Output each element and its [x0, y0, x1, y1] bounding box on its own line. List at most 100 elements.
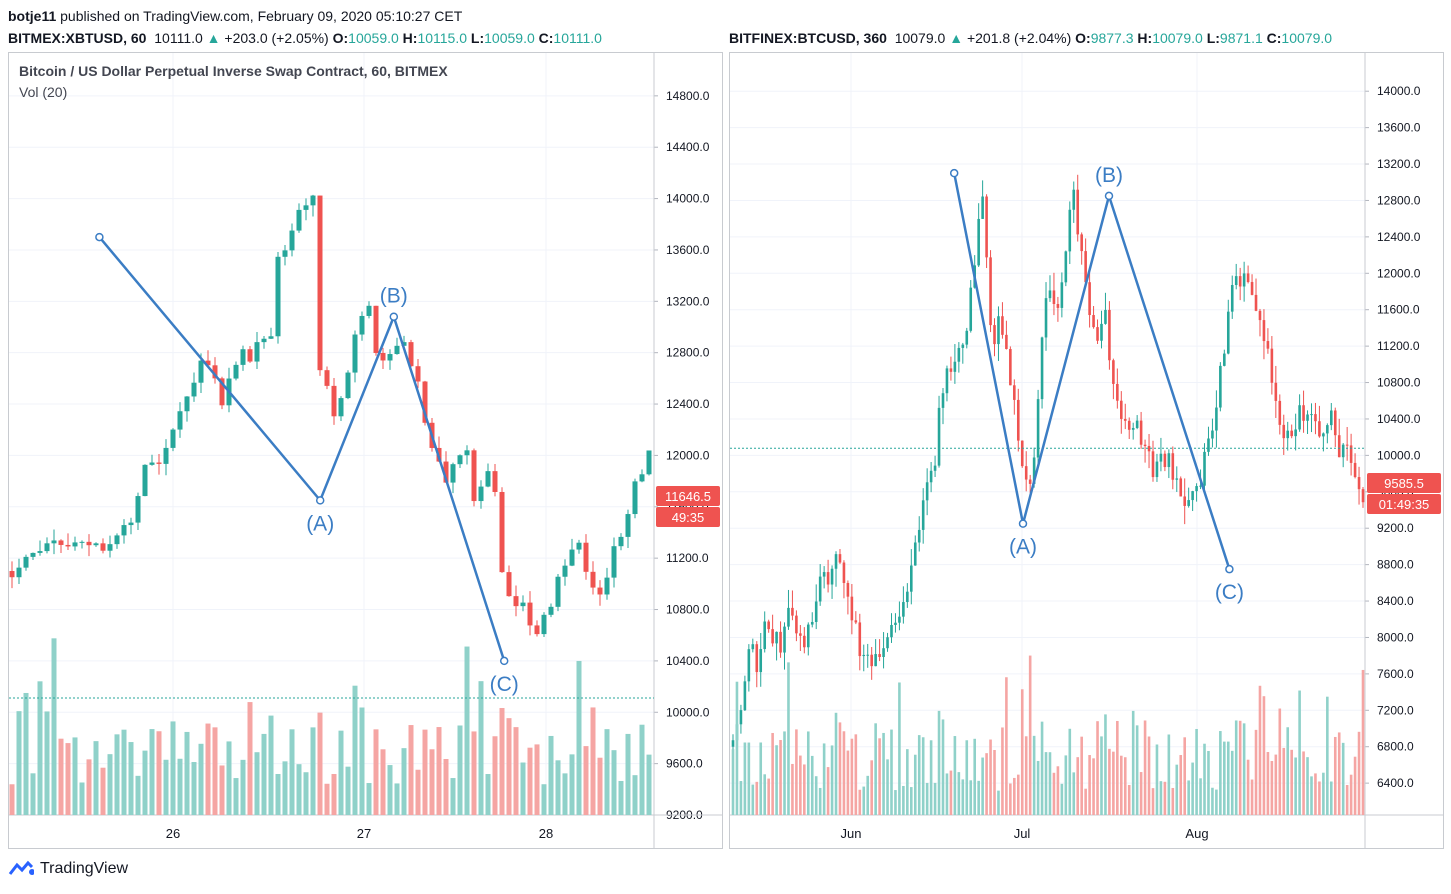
left-chart-title: Bitcoin / US Dollar Perpetual Inverse Sw… [19, 63, 448, 79]
candle-body [639, 474, 645, 482]
wave-label: (C) [490, 673, 519, 696]
candle-body [787, 607, 790, 627]
volume-bar [1191, 762, 1194, 815]
volume-bar [597, 757, 603, 815]
candle-body [1135, 420, 1139, 428]
volume-bar [1135, 725, 1139, 815]
candle-body [917, 529, 921, 543]
volume-bar [751, 784, 755, 815]
volume-bar [953, 736, 957, 815]
candle-body [1171, 453, 1175, 480]
volume-bar [65, 743, 71, 815]
candle-body [380, 352, 386, 361]
wave-anchor-point [499, 656, 509, 666]
volume-bar [913, 754, 917, 815]
volume-bar [759, 742, 763, 815]
candle-body [65, 544, 71, 547]
volume-bar [261, 733, 267, 815]
volume-bar [755, 781, 759, 815]
volume-bar [1163, 781, 1167, 815]
elliott-wave-line [952, 172, 1231, 570]
candle-body [156, 462, 162, 464]
candle-body [282, 250, 288, 257]
y-tick-label: 8400.0 [1377, 594, 1414, 608]
volume-bar [1147, 736, 1151, 815]
volume-bar [233, 778, 239, 815]
volume-bar [791, 763, 794, 815]
volume-bar [1290, 749, 1293, 815]
candle-body [814, 601, 818, 622]
candle-body [1361, 489, 1365, 503]
volume-bar [771, 732, 774, 815]
volume-bar [366, 783, 372, 815]
candle-body [763, 621, 766, 650]
left-chart-svg[interactable]: 14800.0 14400.0 14000.0 13600.0 13200.0 12800… [9, 53, 722, 848]
left-symbol[interactable]: BITMEX:XBTUSD, 60 [8, 30, 147, 46]
candle-body [611, 546, 617, 578]
candle-body [1068, 209, 1072, 252]
candle-body [261, 338, 267, 343]
volume-bar [646, 754, 652, 815]
candle-body [1056, 304, 1060, 308]
volume-bar [282, 761, 288, 815]
volume-bar [401, 748, 407, 815]
left-low-label: L: [470, 30, 485, 46]
right-chart-panel[interactable]: 14000.0 13600.0 13200.0 12800.0 12400.0 12000… [729, 52, 1444, 849]
y-tick-label: 10800.0 [1377, 376, 1421, 390]
volume-bar [886, 759, 889, 815]
wave-anchor-point [95, 232, 104, 242]
right-ohlc-line: BITFINEX:BTCUSD, 360 10079.0 ▲ +201.8 (+… [729, 29, 1332, 47]
volume-bar [387, 765, 393, 815]
volume-bar [1167, 734, 1171, 815]
candle-body [1143, 444, 1147, 446]
volume-bar [937, 710, 941, 815]
volume-bar [352, 685, 358, 815]
volume-bar [1044, 752, 1048, 815]
author-name[interactable]: botje11 [8, 8, 57, 24]
volume-bar [1155, 744, 1159, 815]
candle-body [1270, 348, 1274, 383]
candle-body [989, 257, 992, 326]
y-tick-label: 10400.0 [1377, 412, 1421, 426]
volume-bar [906, 749, 909, 815]
volume-bar [1270, 760, 1274, 815]
volume-bar [618, 780, 624, 815]
candle-body [1167, 453, 1171, 468]
left-chart-panel[interactable]: 14800.0 14400.0 14000.0 13600.0 13200.0 12800… [8, 52, 723, 849]
volume-bar [16, 711, 22, 815]
right-price-tag-bg [1367, 473, 1441, 493]
right-symbol[interactable]: BITFINEX:BTCUSD, 360 [729, 30, 887, 46]
footer-brand[interactable]: TradingView [8, 860, 128, 878]
y-tick-label: 7200.0 [1377, 703, 1414, 717]
candle-body [731, 740, 735, 747]
volume-bar [1143, 720, 1147, 815]
tradingview-logo-icon [8, 860, 34, 875]
candle-body [1353, 462, 1357, 478]
right-chart-svg[interactable]: 14000.0 13600.0 13200.0 12800.0 12400.0 12000… [730, 53, 1443, 848]
candle-body [1326, 425, 1329, 434]
volume-bar [1036, 760, 1040, 815]
volume-bar [331, 773, 337, 815]
candle-body [100, 543, 106, 551]
candle-body [590, 571, 596, 588]
volume-bar [1330, 781, 1333, 815]
volume-bar [457, 725, 463, 815]
candle-body [850, 596, 854, 621]
candle-body [1262, 320, 1266, 342]
volume-bar [1052, 772, 1056, 815]
candle-body [965, 330, 969, 345]
volume-bar [838, 722, 842, 815]
candle-body [1112, 360, 1115, 384]
candle-body [842, 562, 846, 583]
candle-body [806, 624, 810, 648]
y-tick-label: 13600.0 [1377, 121, 1421, 135]
y-tick-label: 8000.0 [1377, 630, 1414, 644]
volume-bar [1175, 764, 1179, 815]
x-tick-label: Jun [841, 826, 862, 841]
candle-body [212, 365, 218, 379]
volume-bar [1282, 747, 1286, 815]
volume-bar [917, 735, 921, 815]
candle-body [1318, 421, 1321, 437]
volume-bar [763, 774, 766, 815]
y-tick-label: 13200.0 [1377, 157, 1421, 171]
